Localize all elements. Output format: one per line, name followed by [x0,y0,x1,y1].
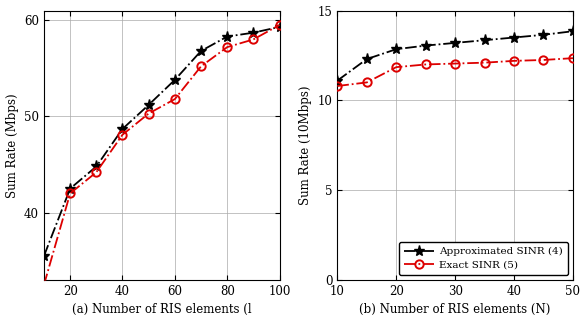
Line: Approximated SINR (4): Approximated SINR (4) [332,26,578,86]
Approximated SINR (4) [570,29,577,33]
Exact SINR (5) [570,56,577,60]
Approximated SINR (4) [540,33,547,37]
Line: Exact SINR (5): Exact SINR (5) [333,54,577,90]
Approximated SINR (4) [363,57,370,61]
Approximated SINR (4) [334,79,341,82]
X-axis label: (a) Number of RIS elements (l: (a) Number of RIS elements (l [72,303,251,317]
Exact SINR (5) [393,65,400,69]
Exact SINR (5) [452,62,459,65]
Exact SINR (5) [540,58,547,62]
X-axis label: (b) Number of RIS elements (N): (b) Number of RIS elements (N) [359,303,551,317]
Approximated SINR (4) [393,47,400,51]
Exact SINR (5) [422,62,429,66]
Approximated SINR (4) [422,44,429,48]
Approximated SINR (4) [510,35,517,39]
Legend: Approximated SINR (4), Exact SINR (5): Approximated SINR (4), Exact SINR (5) [399,242,568,275]
Approximated SINR (4) [452,41,459,45]
Exact SINR (5) [363,80,370,84]
Approximated SINR (4) [481,38,488,42]
Y-axis label: Sum Rate (Mbps): Sum Rate (Mbps) [5,93,19,198]
Y-axis label: Sum Rate (10Mbps): Sum Rate (10Mbps) [299,86,312,205]
Exact SINR (5) [334,84,341,88]
Exact SINR (5) [510,59,517,63]
Exact SINR (5) [481,61,488,65]
